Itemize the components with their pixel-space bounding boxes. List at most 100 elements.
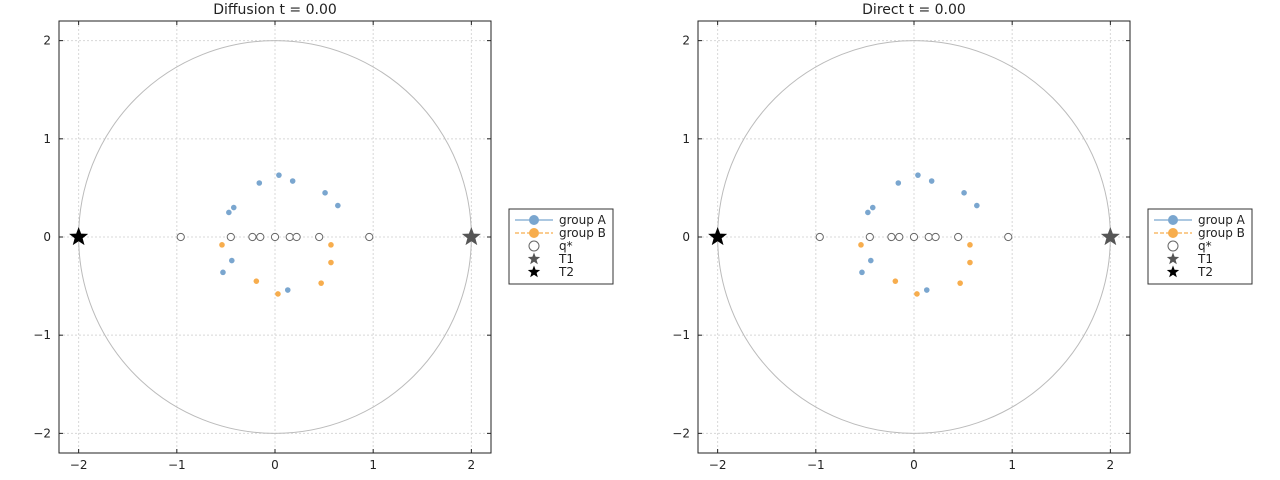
point-q-star: [285, 232, 294, 242]
point-group-a: [289, 178, 296, 184]
legend-label: q*: [559, 239, 573, 253]
legend-label: T2: [1197, 265, 1213, 279]
x-tick-label: 0: [271, 458, 279, 472]
legend-marker-group-a: [1168, 215, 1178, 225]
chart-title: Direct t = 0.00: [862, 2, 966, 18]
point-group-b: [914, 291, 920, 297]
legend-marker-group-a: [529, 215, 539, 225]
point-q-star: [248, 232, 257, 242]
point-group-b: [275, 291, 281, 297]
point-q-star: [315, 232, 324, 242]
x-tick-label: −2: [70, 458, 88, 472]
x-tick-label: −2: [709, 458, 727, 472]
point-group-a: [865, 209, 871, 216]
point-t2: [69, 227, 89, 246]
point-group-b: [318, 280, 324, 286]
point-q-star: [924, 232, 933, 242]
point-q-star: [895, 232, 904, 242]
x-tick-label: −1: [807, 458, 825, 472]
legend-marker-group-b: [1168, 228, 1178, 238]
point-group-b: [219, 242, 225, 248]
x-tick-label: 1: [369, 458, 377, 472]
x-tick-label: −1: [168, 458, 186, 472]
point-t1: [461, 227, 481, 246]
point-q-star: [931, 232, 940, 242]
y-tick-label: −1: [33, 328, 51, 342]
point-group-b: [328, 242, 334, 248]
legend-label: T2: [558, 265, 574, 279]
point-group-b: [253, 278, 260, 284]
chart-title: Diffusion t = 0.00: [213, 2, 337, 18]
point-q-star: [954, 232, 963, 242]
point-group-a: [974, 202, 980, 209]
point-group-b: [967, 259, 973, 266]
legend-label: group A: [1198, 213, 1246, 227]
legend-label: group B: [559, 226, 606, 240]
legend-label: group A: [559, 213, 607, 227]
y-tick-label: 0: [43, 230, 51, 244]
point-group-b: [858, 242, 864, 248]
point-group-a: [895, 180, 902, 186]
point-group-a: [276, 172, 282, 178]
point-group-a: [869, 204, 876, 211]
point-group-b: [328, 259, 334, 266]
point-q-star: [226, 232, 235, 242]
legend-marker-q-star: [528, 240, 540, 252]
point-group-a: [229, 257, 235, 264]
y-tick-label: −2: [33, 426, 51, 440]
legend-label: q*: [1198, 239, 1212, 253]
y-tick-label: 2: [682, 34, 690, 48]
x-tick-label: 2: [468, 458, 476, 472]
point-q-star: [292, 232, 301, 242]
point-group-b: [892, 278, 899, 284]
point-group-a: [284, 287, 291, 293]
point-group-a: [923, 287, 930, 293]
point-group-a: [961, 190, 967, 196]
y-tick-label: −1: [672, 328, 690, 342]
point-group-a: [226, 209, 232, 216]
panel-1: −2 −1 0 1 2 −2 −1 0 1 2 Diffusion t = 0.00: [33, 2, 492, 472]
point-group-a: [859, 269, 865, 276]
point-group-a: [335, 202, 341, 209]
legend-label: T1: [558, 252, 574, 266]
point-q-star: [365, 232, 374, 242]
point-q-star: [176, 232, 185, 242]
legend-box: [1147, 208, 1253, 285]
x-tick-label: 2: [1107, 458, 1115, 472]
point-q-star: [887, 232, 896, 242]
y-tick-label: −2: [672, 426, 690, 440]
y-tick-label: 1: [43, 132, 51, 146]
point-q-star: [256, 232, 265, 242]
point-q-star: [815, 232, 824, 242]
point-group-a: [868, 257, 874, 264]
legend-marker-t1: [1166, 252, 1180, 265]
point-group-a: [322, 190, 328, 196]
point-t1: [1100, 227, 1120, 246]
point-t2: [708, 227, 728, 246]
x-tick-label: 0: [910, 458, 918, 472]
x-tick-label: 1: [1008, 458, 1016, 472]
point-group-b: [957, 280, 963, 286]
legend-marker-t2: [527, 265, 541, 278]
legend-label: T1: [1197, 252, 1213, 266]
legend-marker-t1: [527, 252, 541, 265]
point-group-a: [230, 204, 237, 211]
point-q-star: [270, 232, 280, 242]
legend-marker-q-star: [1167, 240, 1179, 252]
legend-box: [508, 208, 614, 285]
panel-2: −2 −1 0 1 2 −2 −1 0 1 2 Direct t = 0.00: [672, 2, 1131, 472]
legend-marker-group-b: [529, 228, 539, 238]
point-group-a: [915, 172, 921, 178]
point-group-b: [967, 242, 973, 248]
y-tick-label: 1: [682, 132, 690, 146]
point-q-star: [1004, 232, 1013, 242]
legend-label: group B: [1198, 226, 1245, 240]
y-tick-label: 2: [43, 34, 51, 48]
point-group-a: [220, 269, 226, 276]
point-q-star: [865, 232, 874, 242]
legend-marker-t2: [1166, 265, 1180, 278]
point-q-star: [909, 232, 919, 242]
